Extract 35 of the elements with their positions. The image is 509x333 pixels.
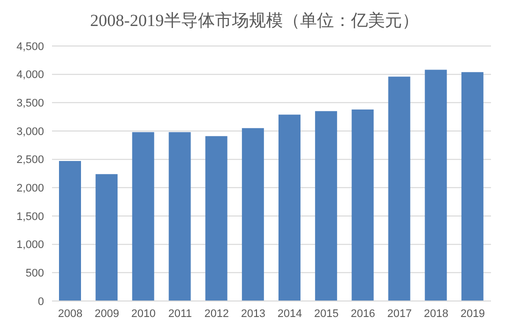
- x-tick-label: 2016: [350, 308, 376, 320]
- bar: [424, 70, 447, 301]
- bar: [242, 128, 264, 301]
- y-tick-label: 3,500: [16, 98, 44, 110]
- y-tick-label: 4,500: [16, 40, 44, 53]
- x-tick-label: 2017: [387, 308, 412, 320]
- x-tick-label: 2011: [168, 308, 192, 320]
- bar: [132, 132, 154, 301]
- y-tick-label: 0: [38, 296, 44, 308]
- chart-title: 2008-2019半导体市场规模（单位：亿美元）: [89, 10, 420, 32]
- x-tick-label: 2018: [424, 308, 448, 320]
- bar: [388, 76, 410, 301]
- x-tick-label: 2013: [240, 308, 266, 320]
- y-tick-label: 2,500: [16, 154, 44, 166]
- x-tick-label: 2012: [204, 308, 229, 320]
- x-tick-label: 2014: [278, 308, 302, 320]
- y-tick-label: 500: [26, 268, 44, 280]
- bar: [59, 161, 81, 301]
- y-tick-label: 1,000: [16, 239, 44, 252]
- x-tick-label: 2019: [460, 308, 485, 320]
- y-tick-label: 2,000: [16, 182, 44, 195]
- bar: [278, 114, 300, 301]
- y-tick-label: 4,000: [16, 69, 44, 82]
- x-tick-label: 2008: [58, 308, 83, 320]
- bar: [352, 109, 374, 301]
- y-tick-label: 1,500: [16, 210, 44, 223]
- y-tick-label: 3,000: [16, 126, 44, 138]
- bar: [168, 132, 191, 301]
- x-tick-label: 2015: [314, 308, 339, 320]
- x-tick-label: 2009: [94, 308, 120, 320]
- x-tick-label: 2010: [131, 308, 156, 320]
- bar: [205, 136, 228, 301]
- bar: [315, 111, 338, 301]
- bar: [96, 174, 118, 301]
- bar: [461, 72, 484, 301]
